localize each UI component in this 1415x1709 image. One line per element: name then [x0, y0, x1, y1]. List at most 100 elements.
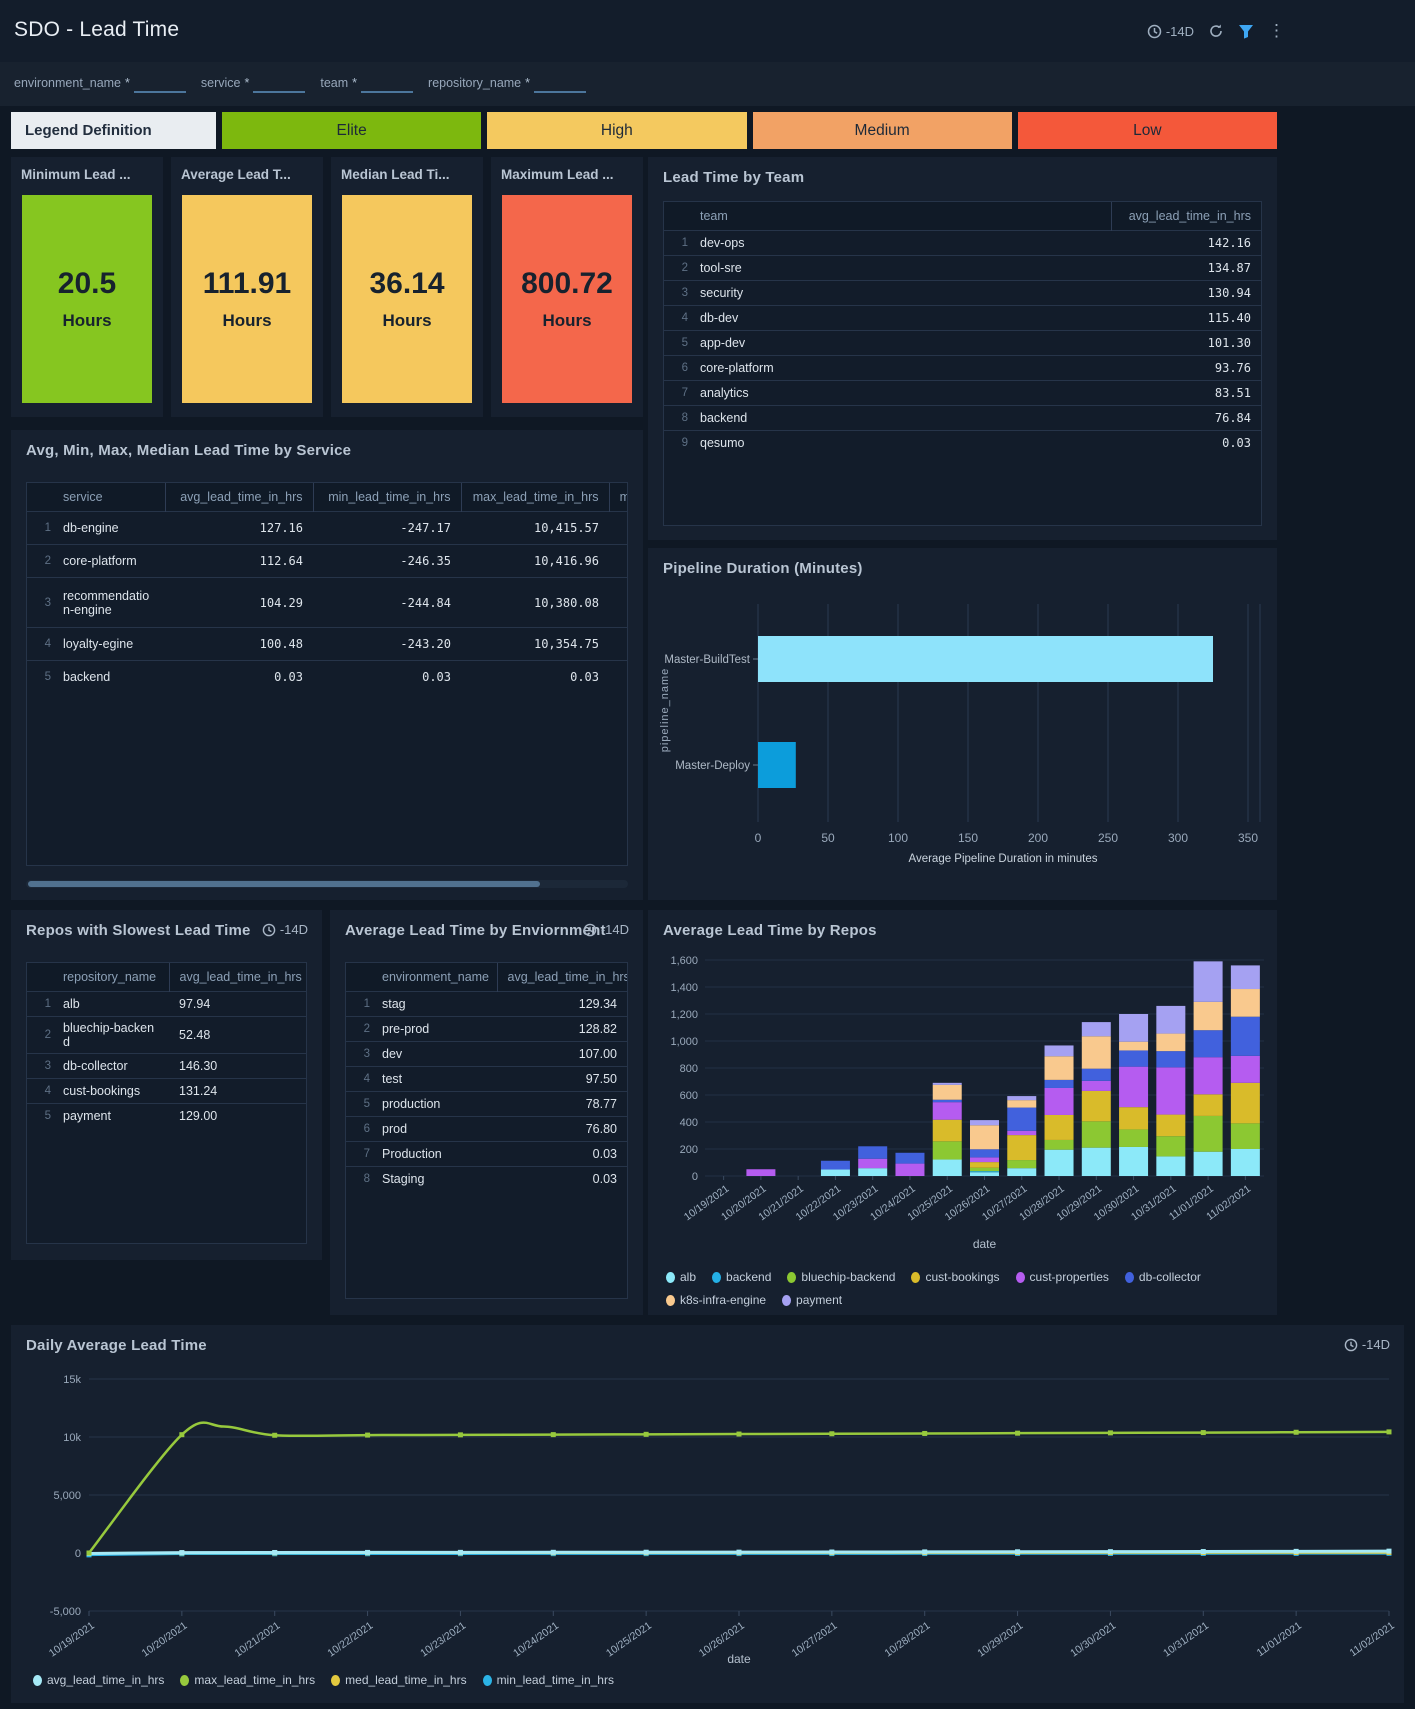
stacked-bar-segment[interactable] [1044, 1139, 1074, 1150]
stacked-bar-segment[interactable] [1081, 1068, 1111, 1081]
stacked-bar-segment[interactable] [1007, 1096, 1037, 1101]
table-row[interactable]: 1 alb 97.94 [27, 991, 306, 1017]
stacked-bar-segment[interactable] [1156, 1136, 1186, 1157]
table-row[interactable]: 7 Production 0.03 [346, 1141, 627, 1167]
kebab-menu-button[interactable]: ⋮ [1268, 21, 1285, 40]
pipeline-bar[interactable] [758, 742, 796, 788]
stacked-bar-segment[interactable] [1081, 1036, 1111, 1069]
filter-button[interactable] [1238, 24, 1254, 39]
table-row[interactable]: 8 Staging 0.03 [346, 1166, 627, 1192]
stacked-bar-segment[interactable] [1119, 1129, 1149, 1147]
stacked-bar-segment[interactable] [858, 1146, 888, 1159]
data-point-marker[interactable] [829, 1431, 835, 1437]
panel-time-range[interactable]: -14D [1344, 1337, 1390, 1352]
refresh-button[interactable] [1208, 23, 1224, 39]
table-row[interactable]: 6 core-platform 93.76 [664, 355, 1261, 381]
stacked-bar-segment[interactable] [1119, 1041, 1149, 1051]
table-row[interactable]: 4 cust-bookings 131.24 [27, 1078, 306, 1104]
stacked-bar-segment[interactable] [895, 1152, 925, 1164]
data-point-marker[interactable] [1386, 1548, 1392, 1554]
stacked-bar-segment[interactable] [1193, 1115, 1223, 1152]
scrollbar-thumb[interactable] [28, 881, 540, 887]
table-row[interactable]: 5 backend 0.03 0.03 0.03 [27, 660, 627, 694]
table-row[interactable]: 3 security 130.94 [664, 280, 1261, 306]
data-point-marker[interactable] [550, 1549, 556, 1555]
data-point-marker[interactable] [1107, 1430, 1113, 1436]
stacked-bar-segment[interactable] [1230, 989, 1260, 1017]
stacked-bar-segment[interactable] [1193, 1001, 1223, 1031]
data-point-marker[interactable] [86, 1550, 92, 1556]
table-row[interactable]: 8 backend 76.84 [664, 405, 1261, 431]
stacked-bar-segment[interactable] [970, 1125, 999, 1150]
data-point-marker[interactable] [1107, 1549, 1113, 1555]
stacked-bar-segment[interactable] [1193, 1057, 1223, 1095]
stacked-bar-segment[interactable] [1119, 1014, 1149, 1042]
stacked-bar-segment[interactable] [932, 1082, 962, 1085]
table-row[interactable]: 1 db-engine 127.16 -247.17 10,415.57 [27, 511, 627, 545]
data-point-marker[interactable] [1015, 1430, 1021, 1436]
stacked-bar-segment[interactable] [970, 1162, 999, 1168]
legend-item[interactable]: cust-properties [1015, 1270, 1109, 1284]
legend-item[interactable]: med_lead_time_in_hrs [331, 1673, 467, 1687]
data-point-marker[interactable] [1200, 1430, 1206, 1436]
repository-name-input[interactable] [534, 76, 587, 93]
data-point-marker[interactable] [179, 1432, 185, 1438]
stacked-bar-segment[interactable] [858, 1168, 888, 1176]
environment-name-input[interactable] [133, 76, 186, 93]
data-point-marker[interactable] [1386, 1429, 1392, 1435]
stacked-bar-segment[interactable] [932, 1119, 962, 1142]
column-header[interactable]: team [700, 209, 728, 223]
table-row[interactable]: 2 bluechip-backend 52.48 [27, 1016, 306, 1054]
stacked-bar-segment[interactable] [1044, 1149, 1074, 1176]
stacked-bar-segment[interactable] [895, 1163, 925, 1176]
stacked-bar-segment[interactable] [1081, 1080, 1111, 1091]
stacked-bar-segment[interactable] [1156, 1156, 1186, 1176]
stacked-bar-segment[interactable] [1230, 965, 1260, 990]
stacked-bar-segment[interactable] [1007, 1107, 1037, 1131]
column-header[interactable]: avg_lead_time_in_hrs [164, 483, 313, 512]
column-header[interactable]: avg_lead_time_in_hrs [496, 963, 627, 992]
stacked-bar-segment[interactable] [1044, 1045, 1074, 1057]
stacked-bar-segment[interactable] [1156, 1005, 1186, 1034]
stacked-bar-segment[interactable] [1193, 1094, 1223, 1116]
stacked-bar-segment[interactable] [1007, 1168, 1037, 1176]
table-row[interactable]: 1 stag 129.34 [346, 991, 627, 1017]
data-point-marker[interactable] [1293, 1429, 1299, 1435]
stacked-bar-segment[interactable] [932, 1084, 962, 1100]
stacked-bar-segment[interactable] [1230, 1149, 1260, 1176]
legend-item[interactable]: db-collector [1124, 1270, 1201, 1284]
stacked-bar-segment[interactable] [1044, 1056, 1074, 1080]
table-row[interactable]: 2 tool-sre 134.87 [664, 255, 1261, 281]
table-row[interactable]: 5 production 78.77 [346, 1091, 627, 1117]
stacked-bar-segment[interactable] [970, 1167, 999, 1172]
pipeline-bar[interactable] [758, 636, 1213, 682]
stacked-bar-segment[interactable] [1156, 1114, 1186, 1137]
table-row[interactable]: 9 qesumo 0.03 [664, 430, 1261, 456]
data-point-marker[interactable] [272, 1432, 278, 1438]
stacked-bar-segment[interactable] [1230, 1016, 1260, 1056]
panel-time-range[interactable]: -14D [583, 922, 629, 937]
stacked-bar-segment[interactable] [1081, 1090, 1111, 1122]
stacked-bar-segment[interactable] [1119, 1050, 1149, 1067]
column-header[interactable]: max_lead_time_in_hrs [460, 483, 609, 512]
stacked-bar-segment[interactable] [1193, 1151, 1223, 1176]
team-input[interactable] [361, 76, 414, 93]
data-point-marker[interactable] [550, 1432, 556, 1438]
stacked-bar-segment[interactable] [820, 1169, 850, 1176]
stacked-bar-segment[interactable] [932, 1102, 962, 1120]
table-row[interactable]: 7 analytics 83.51 [664, 380, 1261, 406]
table-row[interactable]: 2 core-platform 112.64 -246.35 10,416.96 [27, 544, 627, 578]
stacked-bar-segment[interactable] [932, 1099, 962, 1103]
legend-item[interactable]: backend [712, 1270, 771, 1284]
stacked-bar-segment[interactable] [970, 1172, 999, 1176]
table-row[interactable]: 5 payment 129.00 [27, 1103, 306, 1129]
stacked-bar-segment[interactable] [970, 1157, 999, 1163]
stacked-bar-segment[interactable] [1081, 1121, 1111, 1148]
legend-item[interactable]: cust-bookings [911, 1270, 1000, 1284]
legend-item[interactable]: min_lead_time_in_hrs [482, 1673, 614, 1687]
stacked-bar-segment[interactable] [1156, 1051, 1186, 1068]
data-point-marker[interactable] [179, 1550, 185, 1556]
stacked-bar-segment[interactable] [1119, 1146, 1149, 1176]
stacked-bar-segment[interactable] [1230, 1055, 1260, 1083]
data-point-marker[interactable] [1200, 1549, 1206, 1555]
